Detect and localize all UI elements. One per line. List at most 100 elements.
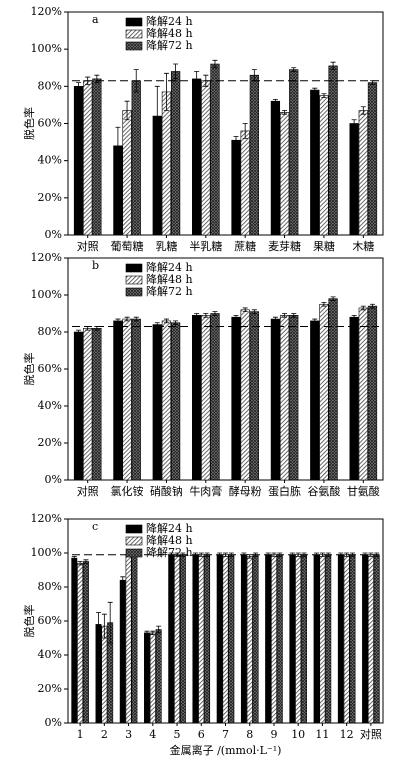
bar	[122, 110, 132, 236]
y-axis-label: 脱色率	[22, 353, 36, 386]
x-tick-label: 酵母粉	[229, 485, 262, 498]
bar	[77, 562, 84, 724]
error-bar	[330, 61, 336, 71]
bar	[179, 554, 186, 724]
bar	[343, 554, 350, 724]
bar	[83, 327, 93, 481]
x-tick-label: 7	[222, 728, 229, 741]
error-bar	[144, 630, 150, 635]
error-bar	[156, 625, 162, 634]
error-bar	[212, 59, 218, 69]
x-tick-label: 谷氨酸	[307, 484, 340, 498]
bar	[198, 554, 205, 724]
error-bar	[344, 552, 350, 557]
bar	[279, 315, 290, 481]
error-bar	[173, 320, 179, 325]
x-tick-label: 2	[101, 728, 108, 741]
error-bar	[242, 307, 248, 313]
x-tick-label: 6	[198, 728, 205, 741]
bar	[73, 86, 84, 236]
error-bar	[163, 318, 169, 324]
bar	[240, 554, 247, 724]
x-tick-label: 对照	[77, 484, 99, 498]
y-axis-label: 脱色率	[22, 107, 36, 140]
bar	[276, 554, 283, 724]
bar	[313, 554, 320, 724]
bar	[161, 320, 172, 481]
y-tick-label: 120%	[31, 512, 62, 525]
bar	[367, 82, 378, 236]
legend-label: 降解48 h	[146, 533, 193, 547]
bar	[319, 554, 326, 724]
error-bar	[368, 552, 374, 557]
error-bar	[76, 82, 82, 91]
x-tick-label: 葡萄糖	[111, 239, 144, 253]
error-bar	[173, 63, 179, 80]
y-tick-label: 20%	[38, 191, 62, 204]
bar	[373, 554, 380, 724]
error-bar	[247, 554, 253, 559]
bar	[92, 327, 102, 481]
error-bar	[198, 552, 204, 557]
error-bar	[124, 316, 130, 322]
legend-swatch	[125, 17, 143, 27]
legend-label: 降解72 h	[146, 38, 193, 52]
bar	[295, 554, 302, 724]
error-bar	[251, 309, 257, 314]
y-tick-label: 60%	[38, 362, 62, 375]
bar	[325, 554, 332, 724]
y-tick-label: 40%	[38, 154, 62, 167]
error-bar	[223, 552, 228, 557]
bar	[144, 632, 150, 724]
bar	[349, 554, 356, 724]
bar	[83, 80, 93, 236]
bar	[231, 316, 241, 481]
error-bar	[163, 72, 169, 111]
error-bar	[360, 106, 366, 115]
y-tick-label: 40%	[38, 399, 62, 412]
error-bar	[295, 552, 301, 557]
bar	[328, 298, 338, 481]
bar	[92, 78, 102, 236]
bar	[252, 554, 259, 724]
error-bar	[115, 318, 121, 324]
error-bar	[312, 318, 318, 324]
bar	[246, 556, 253, 724]
y-tick-label: 0%	[45, 716, 62, 729]
error-bar	[76, 329, 82, 335]
y-tick-label: 60%	[38, 117, 62, 130]
error-bar	[351, 119, 357, 128]
x-tick-label: 5	[174, 728, 181, 741]
error-bar	[133, 316, 139, 322]
bar	[310, 89, 320, 236]
bar	[204, 554, 211, 724]
x-tick-label: 木糖	[352, 239, 374, 253]
x-tick-label: 对照	[77, 239, 99, 253]
bar	[131, 318, 141, 481]
error-bar	[203, 313, 209, 318]
bar	[122, 318, 132, 481]
bar	[231, 139, 241, 236]
bar	[240, 309, 250, 481]
panel-label: b	[92, 259, 99, 272]
bar	[131, 80, 141, 236]
error-bar	[96, 612, 102, 637]
error-bar	[107, 601, 113, 644]
bar	[222, 554, 229, 724]
error-bar	[150, 630, 156, 635]
legend-label: 降解24 h	[146, 521, 193, 535]
error-bar	[291, 313, 297, 318]
x-tick-label: 果糖	[313, 239, 335, 253]
error-bar	[319, 552, 325, 557]
bar	[170, 322, 181, 481]
error-bar	[282, 313, 288, 318]
x-tick-label: 4	[149, 728, 156, 741]
legend-swatch	[125, 548, 143, 558]
error-bar	[312, 87, 318, 93]
bar	[201, 315, 211, 481]
x-tick-label: 氯化铵	[111, 484, 144, 498]
error-bar	[154, 85, 160, 147]
bar	[201, 80, 211, 236]
